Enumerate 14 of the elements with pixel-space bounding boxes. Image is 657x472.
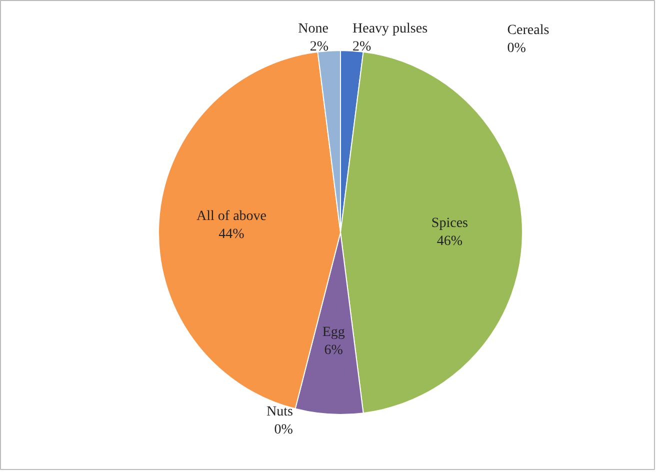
category-label: Cereals — [507, 22, 550, 38]
data-label: 2% — [352, 40, 372, 55]
text: 0% — [274, 422, 293, 438]
slice-label: Spices — [431, 216, 468, 231]
slice-label: Heavy pulses — [352, 22, 428, 37]
data-label: 44% — [218, 227, 245, 242]
slice-label: All of above — [196, 209, 267, 224]
data-label: 2% — [310, 40, 329, 55]
text: 0% — [507, 40, 526, 56]
category-label: Nuts — [266, 404, 293, 420]
slice-label: Egg — [322, 324, 345, 340]
slice-label: None — [298, 22, 329, 37]
data-label: 6% — [324, 342, 344, 358]
data-label: 46% — [436, 234, 463, 249]
